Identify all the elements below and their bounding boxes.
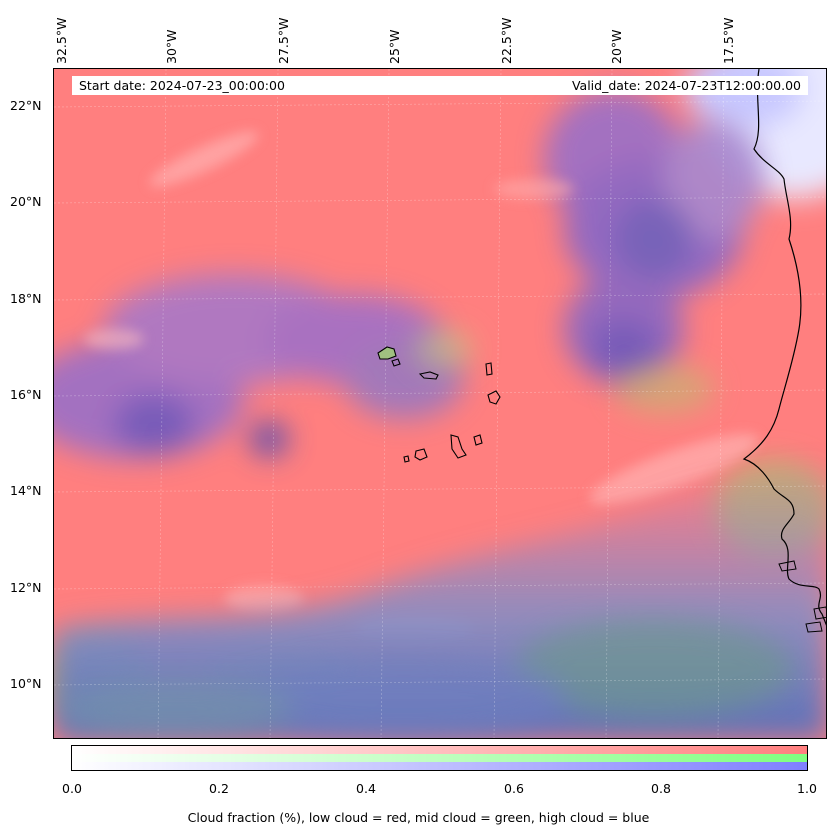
graticule <box>54 69 826 738</box>
island-boa-vista <box>487 390 501 405</box>
island-sal <box>485 362 493 376</box>
colorbar-tick-2: 0.4 <box>356 781 376 796</box>
cloud-fraction-map <box>53 68 827 739</box>
lat-label-20n: 20°N <box>10 194 42 209</box>
colorbar-caption: Cloud fraction (%), low cloud = red, mid… <box>187 810 650 825</box>
island-brava <box>403 455 410 463</box>
africa-coastline <box>742 69 826 626</box>
info-bar: Start date: 2024-07-23_00:00:00 Valid_da… <box>72 76 808 95</box>
lat-label-16n: 16°N <box>10 387 42 402</box>
lon-label-25w: 25°W <box>387 29 402 64</box>
southern-mixed-patches <box>54 619 794 738</box>
map-canvas <box>54 69 826 738</box>
start-date-label: Start date: 2024-07-23_00:00:00 <box>79 78 285 93</box>
colorbar-tick-5: 1.0 <box>797 781 817 796</box>
colorbar-tick-1: 0.2 <box>209 781 229 796</box>
island-fogo <box>414 448 428 461</box>
island-santiago <box>450 434 467 459</box>
colorbar-high-row <box>72 762 807 770</box>
colorbar-tick-3: 0.6 <box>504 781 524 796</box>
island-santo-antao <box>377 346 397 360</box>
africa-coast-islands <box>778 560 826 633</box>
lon-label-17-5w: 17.5°W <box>721 17 736 64</box>
valid-date-label: Valid_date: 2024-07-23T12:00:00.00 <box>571 78 801 93</box>
colorbar-tick-0: 0.0 <box>62 781 82 796</box>
lon-label-30w: 30°W <box>164 29 179 64</box>
island-sao-vicente <box>391 358 401 367</box>
colorbar <box>71 745 808 771</box>
lon-label-22-5w: 22.5°W <box>499 17 514 64</box>
lon-label-27-5w: 27.5°W <box>276 17 291 64</box>
lat-label-10n: 10°N <box>10 676 42 691</box>
lon-label-20w: 20°W <box>609 29 624 64</box>
lat-label-18n: 18°N <box>10 291 42 306</box>
lat-label-22n: 22°N <box>10 98 42 113</box>
colorbar-tick-4: 0.8 <box>651 781 671 796</box>
lon-label-32-5w: 32.5°W <box>54 17 69 64</box>
island-sao-nicolau <box>418 371 439 380</box>
island-maio <box>473 434 483 446</box>
lat-label-12n: 12°N <box>10 580 42 595</box>
cape-verde-islands <box>377 346 501 463</box>
lat-label-14n: 14°N <box>10 483 42 498</box>
